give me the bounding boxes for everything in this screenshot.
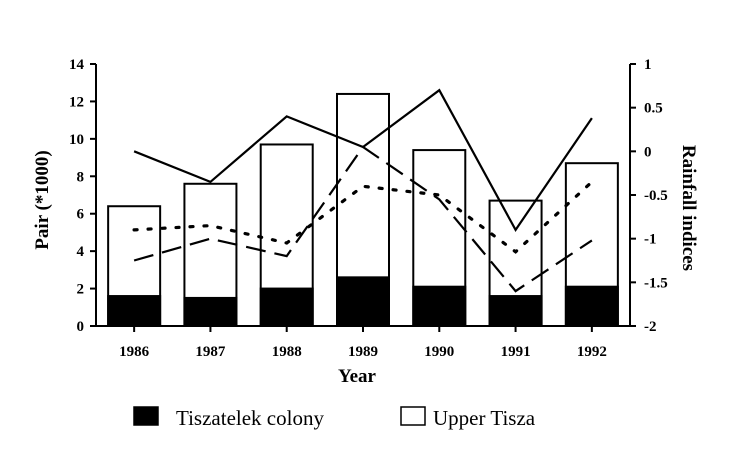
y-tick-label-right: -0.5: [644, 188, 668, 204]
bar-layer: [107, 92, 619, 328]
bar-tiszatelek-1991: [488, 295, 543, 327]
y-axis-right-title: Rainfall indices: [678, 145, 699, 271]
x-axis-title: Year: [338, 366, 377, 387]
y-tick-label-left: 10: [69, 132, 84, 148]
bar-tiszatelek-1988: [259, 287, 314, 328]
bar-tiszatelek-1987: [183, 296, 238, 327]
y-tick-label-right: -2: [644, 319, 657, 335]
legend: Tiszatelek colony Upper Tisza: [133, 406, 536, 430]
x-tick-label: 1988: [272, 344, 302, 360]
y-tick-label-right: -1.5: [644, 275, 668, 291]
y-tick-label-left: 14: [69, 57, 85, 73]
bar-tiszatelek-1992: [564, 285, 619, 328]
y-axis-title: Pair (*1000): [32, 150, 53, 249]
y-tick-label-left: 8: [77, 169, 85, 185]
y-tick-label-right: -1: [644, 232, 657, 248]
y-tick-label-left: 4: [77, 244, 85, 260]
bar-tiszatelek-1986: [107, 295, 162, 327]
y-tick-label-right: 0.5: [644, 101, 663, 117]
x-tick-label: 1991: [501, 344, 531, 360]
rainfall-line-dashed: [133, 145, 593, 293]
legend-label-tiszatelek: Tiszatelek colony: [176, 406, 324, 430]
y-tick-label-left: 12: [69, 94, 84, 110]
x-tick-label: 1987: [195, 344, 226, 360]
y-tick-label-right: 1: [644, 57, 652, 73]
y-tick-label-left: 2: [77, 282, 85, 298]
line-layer: [132, 88, 594, 293]
legend-label-upper-tisza: Upper Tisza: [433, 406, 536, 430]
y-tick-label-left: 6: [77, 207, 85, 223]
y-tick-label-right: 0: [644, 144, 652, 160]
legend-swatch-tiszatelek: [133, 406, 159, 426]
bar-tiszatelek-1990: [412, 285, 467, 328]
y-tick-label-left: 0: [77, 319, 85, 335]
legend-swatch-upper-tisza: [400, 406, 426, 426]
rainfall-line-dotted: [132, 180, 594, 254]
x-tick-label: 1986: [119, 344, 150, 360]
bar-tiszatelek-1989: [336, 276, 390, 328]
x-tick-label: 1992: [577, 344, 607, 360]
x-tick-label: 1989: [348, 344, 378, 360]
tick-layer: 0 2 4 6 8 10 12 14 -2 -1.5 -1 -0.5 0 0.5 1 1986 1987 1988…: [69, 57, 668, 360]
x-tick-label: 1990: [424, 344, 454, 360]
